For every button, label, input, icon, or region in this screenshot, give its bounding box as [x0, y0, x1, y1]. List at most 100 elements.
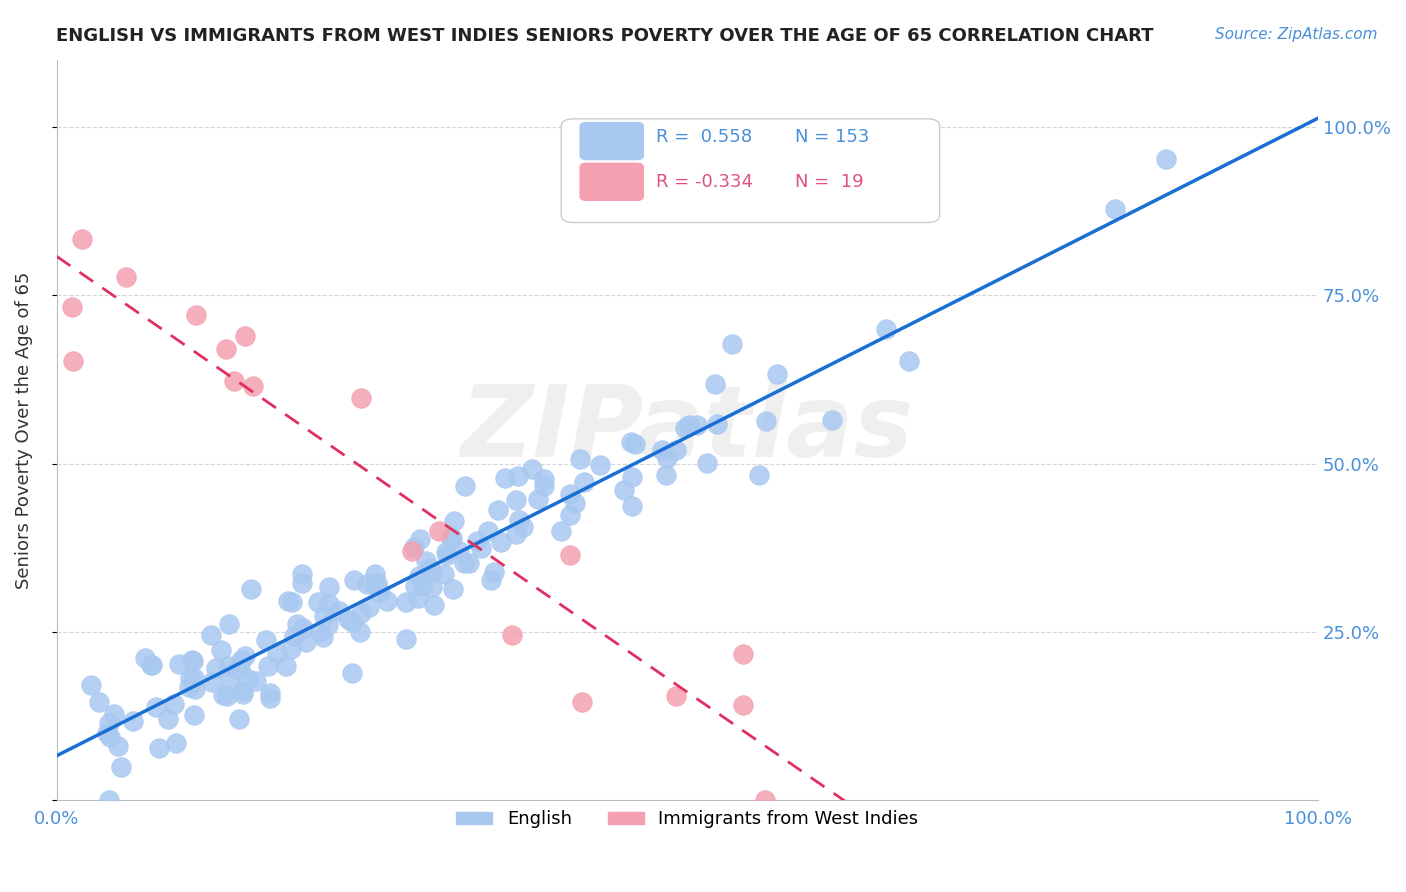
Point [318, 580, 340, 594]
Point [368, 585, 391, 599]
Point [218, 616, 240, 631]
Point [506, 469, 529, 483]
Point [655, 467, 678, 482]
Point [60, 300, 83, 314]
Point [280, 595, 302, 609]
Point [245, 674, 267, 689]
Point [558, 486, 581, 500]
Point [242, 379, 264, 393]
Point [520, 462, 543, 476]
Point [422, 565, 444, 579]
Point [357, 599, 380, 614]
Text: N = 153: N = 153 [794, 128, 869, 146]
FancyBboxPatch shape [581, 122, 643, 160]
Point [274, 658, 297, 673]
Point [165, 736, 187, 750]
Point [115, 270, 138, 285]
Point [318, 597, 340, 611]
Legend: English, Immigrants from West Indies: English, Immigrants from West Indies [449, 803, 925, 836]
Point [179, 671, 201, 685]
Point [755, 414, 778, 428]
Point [259, 686, 281, 700]
Point [134, 651, 156, 665]
Point [401, 544, 423, 558]
Point [731, 698, 754, 712]
Text: Source: ZipAtlas.com: Source: ZipAtlas.com [1215, 27, 1378, 42]
Point [200, 627, 222, 641]
Point [232, 683, 254, 698]
Point [148, 741, 170, 756]
Point [356, 576, 378, 591]
Point [420, 580, 443, 594]
Point [337, 612, 360, 626]
Point [703, 376, 725, 391]
Point [209, 643, 232, 657]
Point [364, 578, 387, 592]
Text: R = -0.334: R = -0.334 [655, 173, 752, 191]
Point [408, 569, 430, 583]
Point [201, 675, 224, 690]
Point [449, 544, 471, 558]
Point [620, 499, 643, 513]
Point [96, 725, 118, 739]
Point [233, 649, 256, 664]
Point [620, 435, 643, 450]
Text: ZIPatlas: ZIPatlas [461, 382, 914, 478]
Point [316, 618, 339, 632]
Point [340, 615, 363, 629]
Point [1104, 202, 1126, 216]
Point [328, 604, 350, 618]
Point [217, 658, 239, 673]
Point [156, 713, 179, 727]
Y-axis label: Seniors Poverty Over the Age of 65: Seniors Poverty Over the Age of 65 [15, 271, 32, 589]
Point [721, 337, 744, 351]
Text: R =  0.558: R = 0.558 [655, 128, 752, 146]
Point [184, 681, 207, 696]
Point [259, 691, 281, 706]
Point [454, 479, 477, 493]
Point [309, 624, 332, 639]
Point [665, 690, 688, 704]
Point [564, 496, 586, 510]
Point [222, 374, 245, 388]
Point [686, 418, 709, 433]
Point [533, 479, 555, 493]
Text: N =  19: N = 19 [794, 173, 863, 191]
Point [505, 493, 527, 508]
Point [254, 632, 277, 647]
Point [307, 594, 329, 608]
Point [733, 648, 755, 662]
Point [489, 535, 512, 549]
Point [508, 513, 530, 527]
Point [291, 566, 314, 581]
Point [419, 560, 441, 574]
Point [80, 678, 103, 692]
Point [624, 437, 647, 451]
Point [409, 533, 432, 547]
Point [402, 540, 425, 554]
Point [477, 524, 499, 538]
Point [404, 579, 426, 593]
Point [550, 524, 572, 539]
Point [479, 574, 502, 588]
Point [501, 628, 523, 642]
Point [62, 354, 84, 368]
FancyBboxPatch shape [581, 163, 643, 201]
Point [277, 593, 299, 607]
Point [219, 673, 242, 687]
Point [179, 680, 201, 694]
Point [295, 635, 318, 649]
Point [673, 421, 696, 435]
Point [678, 418, 700, 433]
Point [283, 629, 305, 643]
Point [257, 658, 280, 673]
Point [312, 630, 335, 644]
Point [533, 472, 555, 486]
Point [285, 617, 308, 632]
Point [558, 508, 581, 523]
Point [292, 621, 315, 635]
Point [238, 673, 260, 687]
Point [163, 697, 186, 711]
Point [343, 574, 366, 588]
Point [665, 442, 688, 457]
